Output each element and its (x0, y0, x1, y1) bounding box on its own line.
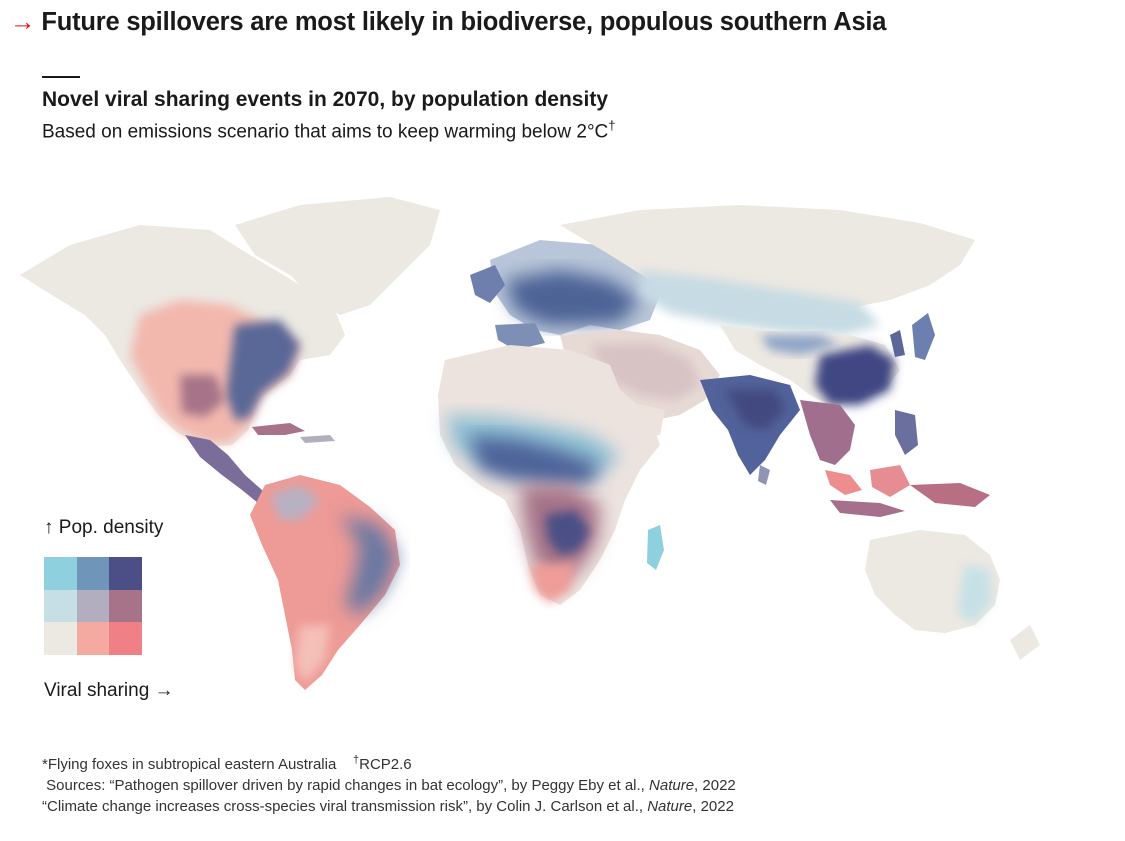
northern-asia-landmass (560, 205, 975, 335)
chart-subtitle: Based on emissions scenario that aims to… (42, 118, 616, 143)
chart-title: Novel viral sharing events in 2070, by p… (42, 88, 608, 111)
chart-subtitle-text: Based on emissions scenario that aims to… (42, 121, 609, 143)
subtitle-dagger: † (608, 118, 616, 133)
europe-landmass (470, 240, 660, 350)
legend-swatch-r1-c2 (109, 589, 142, 623)
east-asia-landmass (720, 313, 935, 405)
australia-landmass (865, 530, 1040, 660)
source-2-journal: Nature (647, 798, 693, 815)
footnote-source-1: Sources: “Pathogen spillover driven by r… (42, 775, 736, 796)
headline-text: Future spillovers are most likely in bio… (41, 8, 887, 36)
footnotes: *Flying foxes in subtropical eastern Aus… (42, 750, 736, 817)
source-1-year: , 2022 (694, 777, 736, 794)
world-map (0, 185, 1125, 705)
source-2-text: “Climate change increases cross-species … (42, 798, 648, 815)
greenland-landmass (235, 197, 440, 315)
headline-arrow-icon: → (10, 8, 36, 36)
legend-swatch-r1-c1 (76, 589, 110, 623)
headline: → Future spillovers are most likely in bi… (10, 8, 886, 37)
source-1-text: Sources: “Pathogen spillover driven by r… (46, 777, 650, 794)
legend-viral-sharing-label: Viral sharing → (44, 680, 174, 701)
southeast-asia-landmass (800, 400, 990, 517)
footnote-flying-foxes: *Flying foxes in subtropical eastern Aus… (42, 756, 337, 773)
south-america-landmass (250, 475, 400, 690)
footnote-dagger: † (353, 754, 360, 766)
south-asia-landmass (700, 375, 800, 485)
legend-swatch-r1-c0 (44, 589, 77, 623)
legend-swatch-r0-c1 (76, 557, 110, 590)
source-2-year: , 2022 (692, 798, 734, 815)
legend-swatch-r0-c0 (44, 557, 77, 590)
title-rule (42, 76, 80, 78)
footnote-source-2: “Climate change increases cross-species … (42, 796, 736, 817)
legend-swatch-r0-c2 (109, 557, 142, 590)
africa-landmass (438, 345, 664, 605)
north-america-landmass (20, 225, 345, 505)
legend-swatch-r2-c0 (44, 622, 77, 655)
source-1-journal: Nature (649, 777, 695, 794)
legend-pop-density-label: ↑ Pop. density (44, 517, 164, 538)
footnote-line-1: *Flying foxes in subtropical eastern Aus… (42, 750, 736, 775)
legend-swatch-r2-c1 (76, 622, 110, 655)
bivariate-legend (44, 557, 142, 655)
footnote-rcp: RCP2.6 (359, 756, 412, 773)
legend-swatch-r2-c2 (109, 622, 142, 655)
